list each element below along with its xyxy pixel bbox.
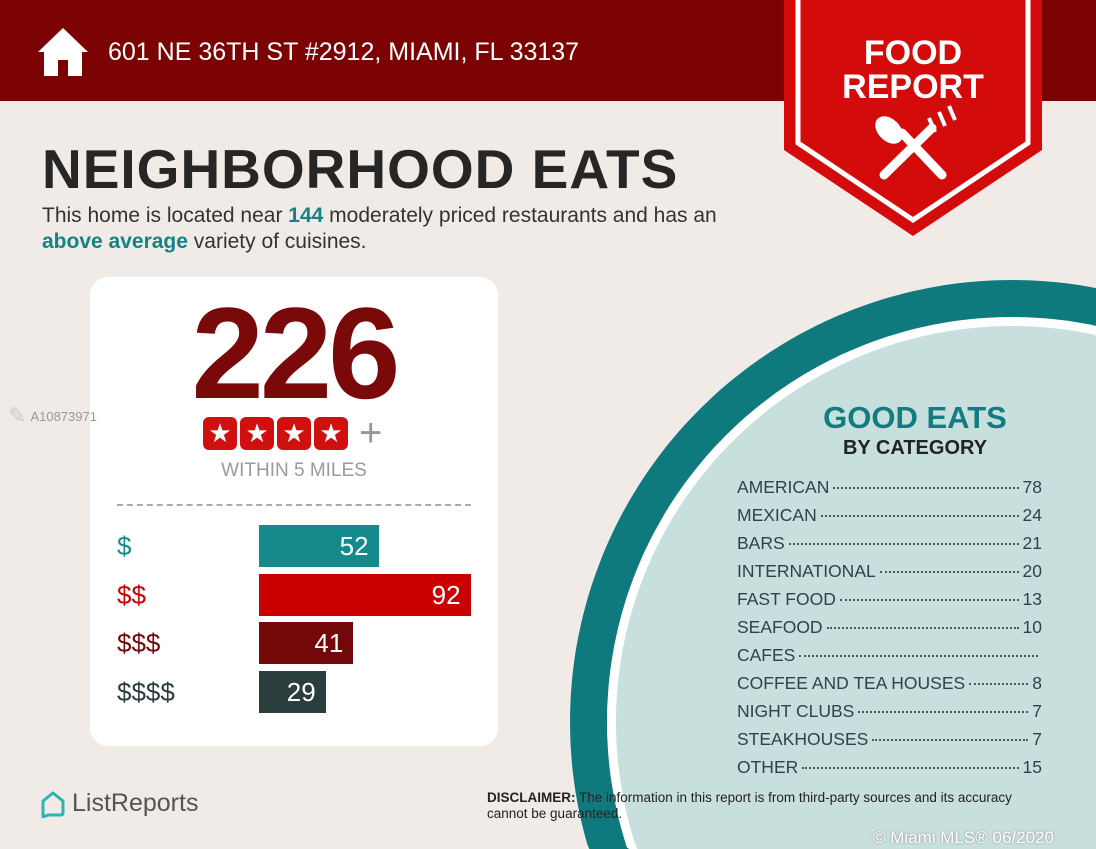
category-name: SEAFOOD [737,617,823,637]
category-item: FAST FOOD 13 [737,588,1042,616]
category-name: BARS [737,533,785,553]
total-restaurants: 226 [191,280,401,426]
star-icon: ★ [203,417,237,450]
dot-leader [858,711,1029,713]
price-row: $$$$ 29 [117,670,326,713]
dot-leader [820,515,1019,517]
category-name: CAFES [737,645,796,665]
price-bar: 29 [259,670,326,713]
variety-rating: above average [42,230,188,253]
price-label: $ [117,531,132,561]
star-rating: ★ ★ ★ ★ + [203,411,383,455]
category-count: 8 [1032,673,1042,693]
price-label: $$$$ [117,676,175,707]
signature-icon: ✎ [8,403,27,428]
price-label: $$ [117,579,146,610]
category-item: NIGHT CLUBS 7 [737,700,1042,728]
category-count: 24 [1022,505,1042,525]
category-item: INTERNATIONAL 20 [737,560,1042,588]
category-item: STEAKHOUSES 7 [737,728,1042,756]
dot-leader [969,683,1029,685]
food-report-badge [784,0,1042,236]
divider [117,504,471,506]
category-item: COFFEE AND TEA HOUSES 8 [737,672,1042,700]
watermark: ✎ A10873971 [8,403,97,428]
summary-text: This home is located near 144 moderately… [42,204,717,253]
price-row: $52 [117,525,379,567]
category-count: 13 [1022,589,1042,609]
category-count: 78 [1022,477,1042,497]
dot-leader [788,543,1019,545]
category-count: 21 [1022,533,1042,553]
address: 601 NE 36TH ST #2912, MIAMI, FL 33137 [108,38,580,66]
category-name: NIGHT CLUBS [737,701,855,721]
disclaimer: DISCLAIMER: The information in this repo… [487,790,1012,821]
dot-leader [839,599,1019,601]
price-label: $$$ [117,628,161,658]
page-title: NEIGHBORHOOD EATS [42,138,679,200]
category-item: OTHER 15 [737,756,1042,784]
price-bar: 92 [259,573,471,616]
category-name: STEAKHOUSES [737,729,869,749]
dot-leader [802,767,1019,769]
category-name: AMERICAN [737,477,830,497]
copyright: © Miami MLS® 06/2020 [873,828,1054,847]
dot-leader [879,571,1019,573]
category-name: COFFEE AND TEA HOUSES [737,673,966,693]
price-row: $$ 92 [117,573,471,616]
restaurant-summary-card: 226 ★ ★ ★ ★ + WITHIN 5 MILES $52 $$ 92 $$$ 41 $$… [90,277,498,746]
star-icon: ★ [314,417,348,450]
listreports-logo: ListReports [40,789,198,818]
category-list: AMERICAN 78 MEXICAN 24 BARS 21 INTERNATIONAL 20… [737,476,1042,784]
good-eats-heading: GOOD EATS BY CATEGORY [823,400,1007,459]
category-item: CAFES [737,644,1042,672]
badge-line2: REPORT [842,68,984,106]
price-row: $$$ 41 [117,622,354,664]
price-bar: 52 [259,525,379,567]
dot-leader [799,655,1038,657]
star-icon: ★ [277,417,311,450]
category-count: 7 [1032,729,1042,749]
category-name: OTHER [737,757,799,777]
category-count: 20 [1022,561,1042,581]
dot-leader [833,487,1019,489]
listreports-logo-icon [41,790,65,818]
radius-label: WITHIN 5 MILES [221,460,367,481]
category-item: SEAFOOD 10 [737,616,1042,644]
dot-leader [872,739,1029,741]
category-name: FAST FOOD [737,589,836,609]
category-name: INTERNATIONAL [737,561,876,581]
category-name: MEXICAN [737,505,817,525]
category-item: BARS 21 [737,532,1042,560]
category-item: AMERICAN 78 [737,476,1042,504]
dot-leader [826,627,1019,629]
home-icon [38,28,88,76]
price-bar: 41 [259,622,354,664]
fork-knife-icon [879,123,947,180]
plus-icon: + [359,411,383,455]
star-icon: ★ [240,417,274,450]
category-count: 15 [1022,757,1042,777]
category-item: MEXICAN 24 [737,504,1042,532]
category-count: 7 [1032,701,1042,721]
category-count: 10 [1022,617,1042,637]
restaurant-count: 144 [288,204,324,227]
badge-line1: FOOD [863,34,963,72]
